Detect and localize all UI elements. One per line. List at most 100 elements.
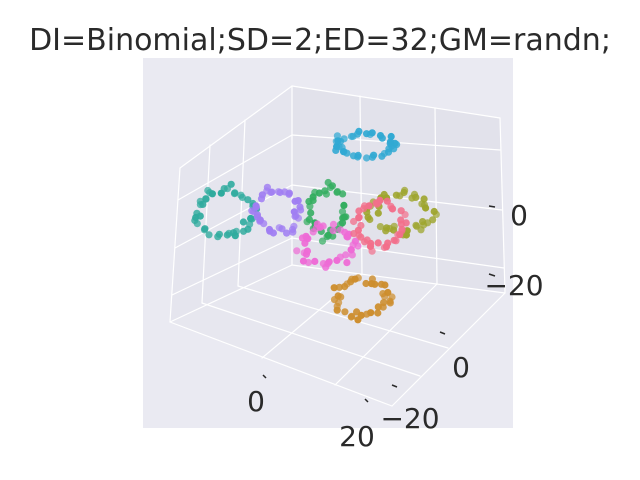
scatter-point (311, 257, 319, 265)
series-7 (330, 274, 396, 324)
scatter-point (299, 257, 308, 265)
scatter-point (388, 293, 396, 301)
scatter-point (390, 236, 398, 244)
scatter-point (283, 229, 291, 237)
scatter-point (237, 191, 245, 199)
series-0 (332, 127, 401, 162)
scatter-point (374, 303, 382, 311)
scatter-point (294, 197, 302, 205)
scatter-point (390, 222, 398, 230)
scatter-point (244, 196, 252, 204)
scatter-point (354, 151, 362, 159)
scatter-point (370, 151, 378, 159)
scatter-point (292, 212, 300, 220)
scatter-point (223, 231, 231, 239)
scatter-point (199, 200, 207, 208)
scatter-point (335, 283, 343, 291)
scatter-point (389, 205, 397, 213)
scatter-point (355, 214, 363, 222)
scatter-point (231, 189, 239, 197)
scatter-point (305, 197, 313, 206)
scatter-point (202, 195, 210, 203)
scatter-point (239, 218, 247, 226)
scatter-point (363, 154, 371, 162)
scatter-point (396, 231, 404, 239)
scatter-point (268, 188, 276, 196)
scatter-point (422, 204, 430, 212)
scatter-point (342, 213, 350, 221)
scatter-point (337, 293, 345, 301)
scatter-point (343, 259, 351, 267)
scatter-point (339, 190, 347, 198)
scatter-point (296, 203, 304, 211)
scatter-point (374, 239, 382, 247)
scatter-point (355, 127, 363, 135)
series-4 (293, 220, 362, 271)
scatter-point (300, 249, 308, 257)
scatter-point (353, 308, 361, 316)
scatter-point (354, 242, 362, 250)
scatter-point (231, 232, 239, 240)
scatter-point (386, 139, 394, 147)
tick-marks (262, 205, 496, 403)
scatter-point (354, 316, 362, 324)
scatter-point (333, 306, 341, 314)
scatter-point (253, 213, 261, 221)
scatter-point (376, 223, 384, 231)
scatter-point (220, 185, 228, 193)
scatter-point (397, 207, 405, 215)
scatter-point (342, 251, 350, 259)
scatter-point (412, 193, 420, 201)
scatter-point (196, 212, 204, 220)
scatter-point (293, 247, 301, 255)
series-5 (363, 186, 440, 239)
scatter-point (357, 233, 365, 241)
scatter-point (333, 132, 341, 140)
scatter-point (374, 209, 382, 217)
scatter-point (275, 224, 283, 232)
scatter-point (381, 281, 389, 289)
scatter-point (363, 310, 371, 318)
scatter-point (378, 152, 386, 160)
scatter-point (201, 225, 209, 233)
scatter-point (247, 214, 255, 223)
x-tick-label-1: 20 (339, 420, 375, 453)
y-tick-label-1: 0 (452, 351, 470, 384)
scatter-point (321, 187, 329, 195)
scatter-point (383, 224, 391, 232)
scatter-point (378, 134, 386, 142)
scatter-point (227, 180, 235, 188)
scatter-point (323, 233, 331, 241)
scatter-point (393, 141, 401, 149)
scatter-points (191, 127, 440, 324)
scatter-point (368, 280, 376, 288)
scatter-point (263, 183, 271, 191)
y-tick-label-0: −20 (380, 402, 439, 435)
scatter-point (289, 228, 297, 236)
scatter-point (340, 201, 348, 209)
scatter-point (307, 209, 315, 217)
scatter-point (305, 215, 313, 224)
x-tick-label-0: 0 (247, 385, 265, 418)
scatter-point (380, 243, 388, 252)
series-2 (248, 183, 305, 237)
scatter-point (348, 251, 356, 259)
scatter-point (366, 130, 374, 139)
scatter-point (368, 247, 376, 255)
scatter-point (316, 223, 324, 231)
scatter-point (205, 231, 213, 239)
scatter-point (362, 279, 370, 288)
scatter-point (239, 227, 248, 235)
scatter-point (401, 186, 409, 194)
scatter-point (350, 217, 358, 226)
scatter-point (417, 226, 425, 234)
scatter-point (397, 220, 405, 228)
scatter-point (341, 308, 349, 316)
scatter-point (318, 237, 327, 245)
scatter-point (328, 182, 336, 190)
pane-grid (169, 85, 506, 407)
series-6 (350, 196, 410, 255)
scatter-point (315, 189, 323, 197)
scatter-point (338, 208, 347, 216)
